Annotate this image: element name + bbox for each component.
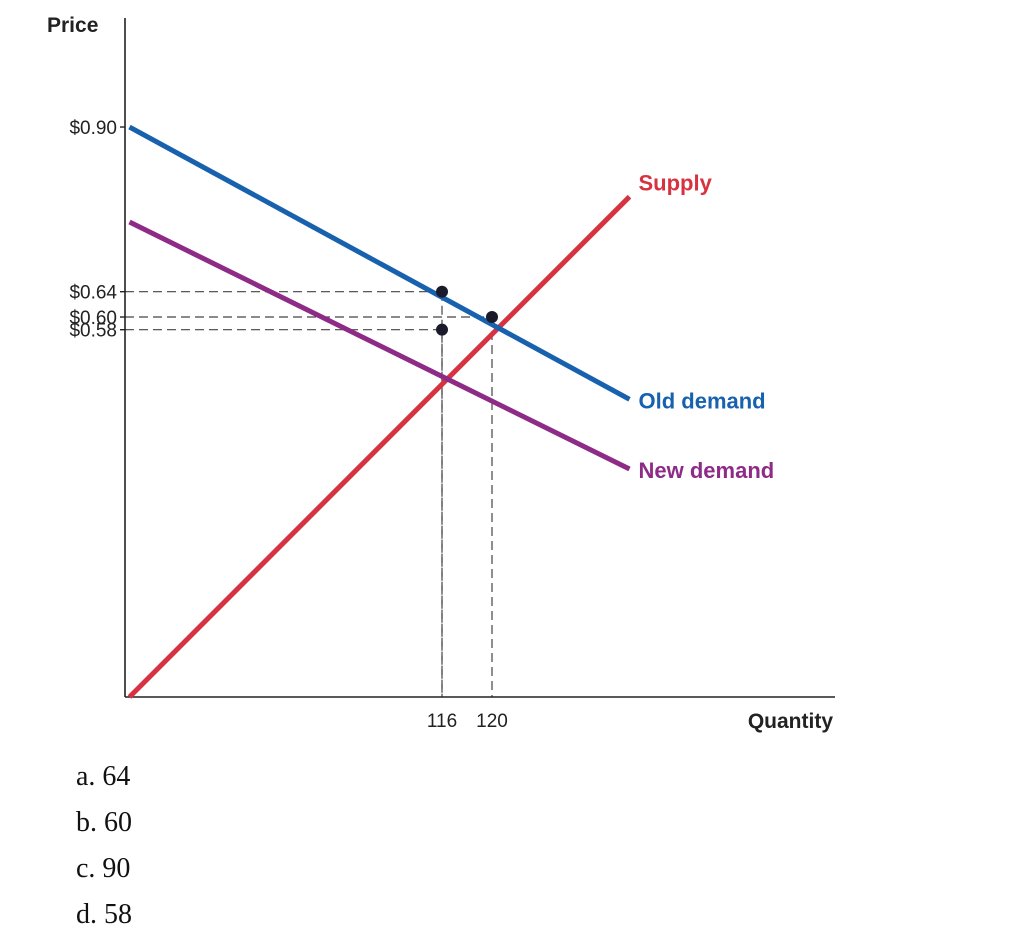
y-tick-labels: $0.90 $0.64 $0.60$0.58 <box>69 118 125 342</box>
new-demand-line <box>128 219 631 472</box>
equilibrium-point-2 <box>436 323 448 336</box>
y-tick-label: $0.58 <box>69 321 117 342</box>
answer-choices: a. 64 b. 60 c. 90 d. 58 <box>76 758 132 942</box>
new-demand-label: New demand <box>639 458 775 483</box>
series-labels: Supply Old demand New demand <box>639 171 775 483</box>
x-tick-labels: 116 120 <box>427 711 508 732</box>
old-demand-label: Old demand <box>639 388 766 413</box>
choice-b[interactable]: b. 60 <box>76 807 132 838</box>
x-tick-label: 120 <box>476 711 508 732</box>
supply-line <box>127 194 632 699</box>
equilibrium-point-1 <box>486 311 498 324</box>
old-demand-line <box>128 124 631 402</box>
x-axis-label: Quantity <box>748 710 833 733</box>
guide-lines <box>125 291 493 697</box>
supply-demand-chart: $0.90 $0.64 $0.60$0.58 116 120 Supply Old de… <box>47 14 835 733</box>
choice-c[interactable]: c. 90 <box>76 853 131 884</box>
y-tick-label: $0.90 <box>69 118 117 139</box>
series-lines <box>127 124 632 699</box>
choice-d[interactable]: d. 58 <box>76 899 132 930</box>
supply-label: Supply <box>639 171 713 196</box>
equilibrium-point-0 <box>436 285 448 298</box>
y-tick-label: $0.64 <box>69 283 117 304</box>
y-tick-label: $0.60 <box>69 308 117 329</box>
choice-a[interactable]: a. 64 <box>76 761 131 792</box>
equilibrium-points <box>436 285 498 336</box>
y-axis-label: Price <box>47 14 98 37</box>
x-tick-label: 116 <box>427 711 457 732</box>
